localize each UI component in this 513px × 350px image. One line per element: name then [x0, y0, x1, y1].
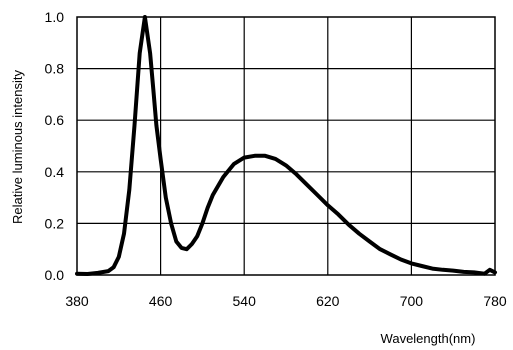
- spectrum-line: [75, 15, 497, 276]
- y-tick-labels: 0.0 0.2 0.4 0.6 0.8 1.0: [45, 9, 65, 283]
- x-tick-label: 700: [400, 293, 424, 309]
- x-tick-label: 460: [149, 293, 173, 309]
- y-tick-label: 0.0: [45, 267, 65, 283]
- x-tick-labels: 380 460 540 620 700 780: [65, 293, 507, 309]
- y-tick-label: 0.6: [45, 112, 65, 128]
- y-tick-label: 0.4: [45, 164, 65, 180]
- y-axis-label: Relative luminous intensity: [10, 70, 25, 224]
- x-tick-label: 780: [483, 293, 507, 309]
- x-tick-label: 620: [316, 293, 340, 309]
- x-tick-label: 380: [65, 293, 89, 309]
- x-axis-label: Wavelength(nm): [381, 331, 476, 346]
- plot-frame: [76, 16, 496, 276]
- y-tick-label: 1.0: [45, 9, 65, 25]
- series-group: [75, 15, 497, 276]
- x-tick-label: 540: [233, 293, 257, 309]
- y-tick-label: 0.8: [45, 61, 65, 77]
- y-tick-label: 0.2: [45, 215, 65, 231]
